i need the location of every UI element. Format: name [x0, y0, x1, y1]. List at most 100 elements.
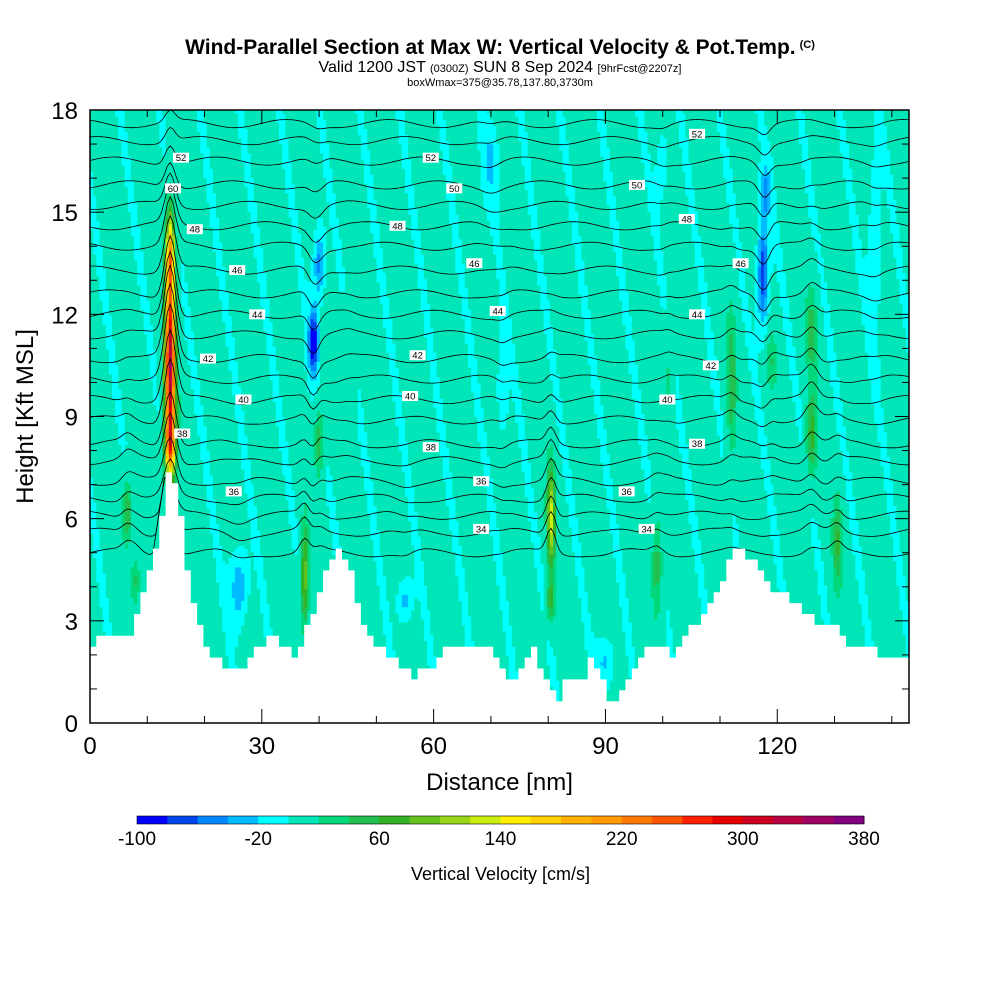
velocity-cell [398, 582, 403, 623]
velocity-cell [250, 551, 255, 723]
velocity-cell [861, 569, 866, 626]
velocity-cell [452, 496, 456, 552]
contour-label-box [402, 391, 419, 402]
velocity-cell [609, 643, 614, 681]
velocity-cell [896, 529, 901, 586]
contour-label-box [489, 305, 506, 316]
velocity-cell [360, 110, 365, 160]
colorbar-swatch [227, 816, 259, 824]
velocity-cell [194, 355, 198, 414]
velocity-cell [401, 594, 406, 608]
velocity-cell [902, 110, 907, 273]
velocity-cell [644, 493, 649, 723]
velocity-cell [121, 413, 126, 454]
velocity-cell [723, 110, 727, 123]
velocity-cell [436, 376, 441, 433]
velocity-cell [524, 438, 529, 497]
velocity-cell [338, 290, 343, 546]
velocity-cell [127, 499, 132, 528]
velocity-cell [773, 110, 778, 191]
velocity-cell [493, 560, 497, 723]
velocity-cell [653, 260, 658, 525]
velocity-cell [427, 110, 431, 304]
velocity-cell [266, 355, 271, 605]
velocity-cell [102, 324, 107, 574]
velocity-cell [751, 110, 756, 332]
velocity-cell [168, 416, 173, 445]
colorbar-swatch [561, 816, 592, 824]
velocity-cell [490, 143, 494, 185]
velocity-cell [757, 312, 762, 353]
velocity-cell [115, 364, 119, 424]
velocity-cell [178, 438, 182, 546]
contour-label-text: 34 [641, 524, 652, 535]
velocity-cell [540, 309, 545, 565]
velocity-cell [162, 382, 167, 454]
velocity-cell [171, 453, 176, 457]
velocity-cell [805, 297, 809, 365]
valid-date: SUN 8 Sep 2024 [473, 59, 594, 76]
velocity-cell [553, 459, 557, 482]
velocity-cell [266, 297, 271, 356]
velocity-cell [319, 284, 324, 307]
velocity-cell [241, 110, 245, 163]
velocity-cell [153, 110, 157, 350]
velocity-cell [852, 554, 857, 723]
velocity-cell [115, 110, 119, 117]
velocity-cell [726, 146, 730, 203]
velocity-cell [417, 600, 422, 723]
velocity-cell [546, 447, 551, 470]
velocity-cell [650, 235, 655, 552]
velocity-cell [795, 119, 800, 372]
velocity-cell [619, 300, 623, 549]
velocity-cell [770, 156, 775, 274]
velocity-cell [477, 441, 482, 690]
velocity-cell [386, 352, 390, 601]
velocity-cell [175, 318, 179, 454]
velocity-cell [307, 315, 311, 332]
contour-label-box [689, 438, 706, 449]
colorbar-swatch [742, 816, 774, 824]
velocity-cell [247, 152, 252, 212]
velocity-cell [578, 293, 582, 543]
velocity-cell [455, 272, 460, 522]
velocity-cell [168, 361, 173, 368]
velocity-cell [319, 413, 324, 470]
contour-label-34: 34 [473, 523, 490, 535]
velocity-cell [546, 529, 551, 549]
velocity-cell [257, 110, 261, 228]
velocity-cell [165, 208, 170, 218]
velocity-cell [760, 349, 765, 411]
velocity-cell [206, 450, 211, 509]
velocity-cell [219, 241, 223, 301]
velocity-cell [899, 551, 904, 611]
velocity-cell [197, 434, 201, 687]
velocity-cell [571, 186, 576, 246]
velocity-cell [332, 496, 337, 555]
velocity-cell [228, 557, 233, 678]
axis-ticks [89, 109, 909, 724]
velocity-cell [445, 505, 450, 723]
velocity-cell [310, 358, 315, 365]
velocity-cell [405, 110, 409, 136]
velocity-cell [619, 244, 623, 301]
velocity-cell [701, 563, 705, 623]
velocity-cell [342, 290, 346, 571]
velocity-cell [165, 376, 170, 399]
velocity-cell [767, 214, 771, 313]
velocity-cell [266, 603, 271, 660]
velocity-cell [764, 244, 768, 298]
velocity-cell [515, 116, 519, 365]
velocity-cell [575, 575, 579, 723]
velocity-cell [316, 254, 321, 274]
velocity-cell [619, 606, 623, 723]
contour-label-text: 40 [662, 395, 673, 406]
velocity-cell [890, 174, 894, 234]
velocity-cell [247, 211, 252, 460]
velocity-cell [373, 257, 378, 506]
velocity-cell [805, 134, 809, 194]
contour-label-52: 52 [689, 128, 706, 140]
velocity-cell [546, 358, 551, 448]
velocity-cell [442, 422, 447, 482]
velocity-cell [666, 609, 671, 663]
